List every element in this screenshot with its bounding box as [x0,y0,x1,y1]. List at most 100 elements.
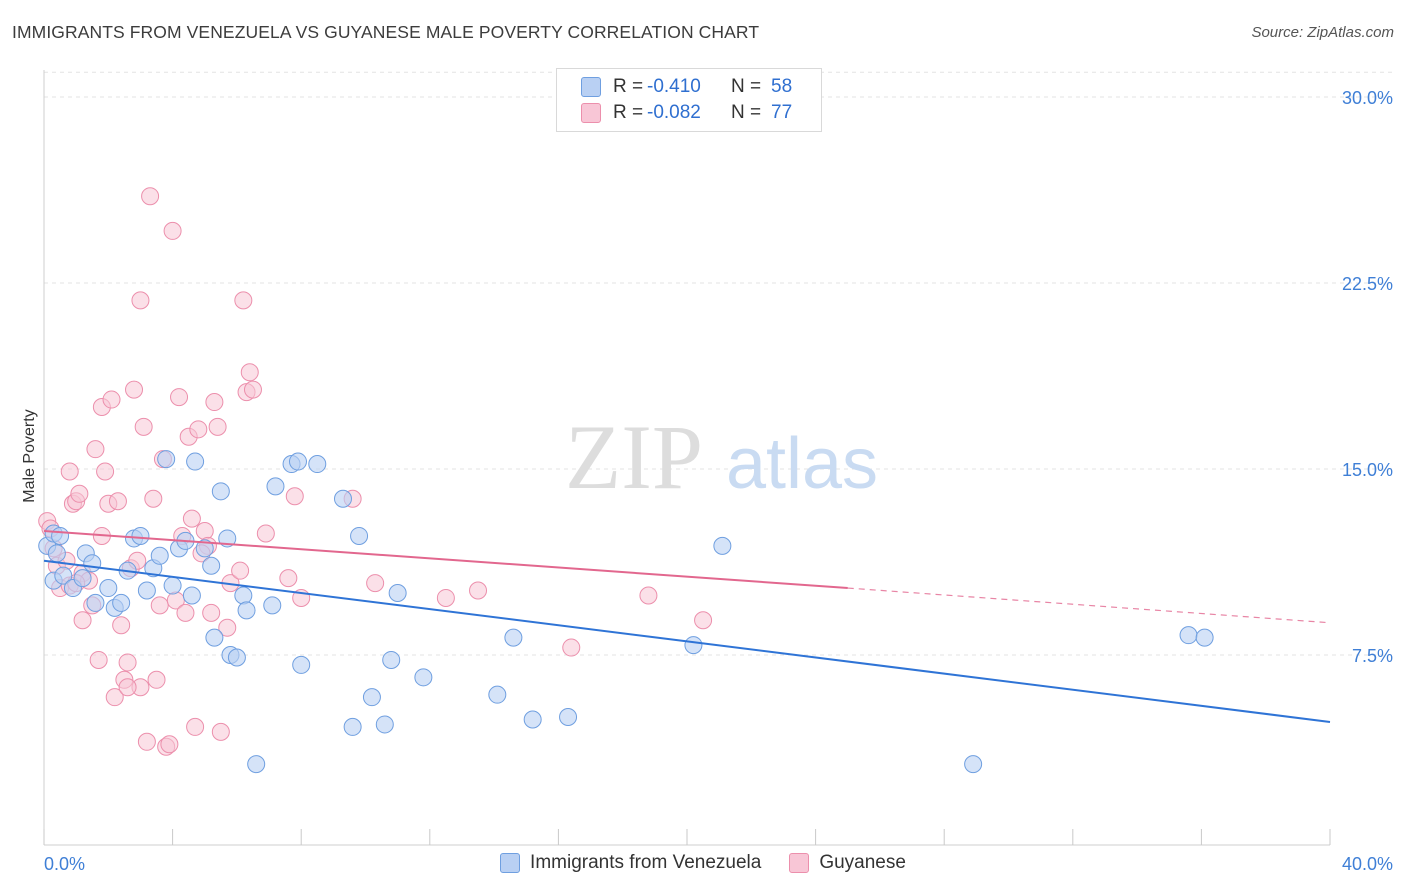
data-point-venezuela [163,576,182,595]
data-point-guyanese [150,596,169,615]
data-point-guyanese [218,618,237,637]
stats-swatch-blue [581,77,601,97]
data-point-guyanese [208,417,227,436]
y-tick-label: 22.5% [1342,274,1393,294]
data-point-venezuela [504,628,523,647]
data-point-venezuela [112,593,131,612]
data-point-guyanese [436,588,455,607]
data-point-venezuela [86,593,105,612]
data-point-guyanese [639,586,658,605]
data-point-guyanese [694,611,713,630]
data-point-guyanese [231,561,250,580]
data-point-guyanese [256,524,275,543]
data-point-guyanese [137,732,156,751]
data-point-guyanese [163,221,182,240]
legend-label-guyanese: Guyanese [819,852,906,873]
data-point-guyanese [186,717,205,736]
data-point-venezuela [684,636,703,655]
data-point-venezuela [54,566,73,585]
legend-item-venezuela[interactable]: Immigrants from Venezuela [500,852,761,874]
data-point-guyanese [144,489,163,508]
data-point-guyanese [211,722,230,741]
data-point-venezuela [202,556,221,575]
stats-n-value: 77 [771,102,793,123]
data-point-guyanese [234,291,253,310]
data-point-venezuela [182,586,201,605]
data-point-venezuela [205,628,224,647]
data-point-venezuela [186,452,205,471]
data-point-guyanese [70,484,89,503]
data-point-venezuela [713,536,732,555]
data-point-guyanese [118,678,137,697]
y-tick-label: 7.5% [1352,646,1393,666]
data-point-guyanese [205,393,224,412]
data-point-venezuela [47,544,66,563]
data-point-venezuela [308,455,327,474]
data-point-venezuela [99,579,118,598]
data-point-venezuela [237,601,256,620]
data-point-guyanese [279,569,298,588]
data-point-guyanese [89,650,108,669]
stats-r-label: R = [613,102,644,123]
data-point-guyanese [240,363,259,382]
data-point-guyanese [105,688,124,707]
data-point-venezuela [131,526,150,545]
data-point-venezuela [227,648,246,667]
data-point-guyanese [366,574,385,593]
trend-line-venezuela [43,559,1331,723]
data-point-venezuela [288,452,307,471]
data-point-guyanese [60,462,79,481]
data-point-guyanese [176,603,195,622]
x-tick-label: 0.0% [44,854,85,874]
data-point-guyanese [182,509,201,528]
data-point-guyanese [189,420,208,439]
source-credit: Source: ZipAtlas.com [1251,24,1394,41]
data-point-guyanese [141,187,160,206]
data-point-guyanese [86,440,105,459]
data-point-venezuela [263,596,282,615]
data-point-venezuela [333,489,352,508]
data-point-guyanese [118,653,137,672]
data-point-venezuela [523,710,542,729]
data-point-venezuela [388,584,407,602]
legend-label-venezuela: Immigrants from Venezuela [530,852,762,873]
data-point-venezuela [1195,628,1214,647]
x-tick-label: 40.0% [1342,854,1393,874]
legend-swatch-pink [789,853,810,873]
data-point-venezuela [292,655,311,674]
data-point-guyanese [134,417,153,436]
stats-row-guyanese: R = -0.082 N = 77 [581,101,792,125]
trend-line-guyanese-extrapolated [847,587,1331,624]
data-point-guyanese [243,380,262,399]
stats-n-value: 58 [771,76,793,97]
data-point-guyanese [562,638,581,657]
axes [43,70,1331,846]
data-point-venezuela [1179,626,1198,645]
trend-line-guyanese [43,530,848,590]
data-point-venezuela [51,526,70,545]
data-point-guyanese [195,522,214,540]
y-axis-label: Male Poverty [21,409,38,502]
chart-title: IMMIGRANTS FROM VENEZUELA VS GUYANESE MA… [12,22,760,42]
stats-r-label: R = [613,76,644,97]
data-point-venezuela [382,650,401,669]
data-point-venezuela [559,708,578,726]
legend: Immigrants from Venezuela Guyanese [0,852,1406,874]
data-point-guyanese [131,291,150,310]
legend-item-guyanese[interactable]: Guyanese [789,852,906,874]
data-point-guyanese [147,670,166,689]
data-point-venezuela [375,715,394,734]
data-point-guyanese [160,735,179,754]
data-point-venezuela [157,450,176,469]
stats-swatch-pink [581,103,601,123]
data-point-guyanese [170,388,189,407]
stats-r-value: -0.410 [647,76,701,97]
data-point-venezuela [83,554,102,573]
watermark: ZIP atlas [565,406,878,508]
stats-box: R = -0.410 N = 58 R = -0.082 N = 77 [556,68,822,132]
data-point-venezuela [195,539,214,558]
stats-row-venezuela: R = -0.410 N = 58 [581,75,792,99]
data-point-venezuela [150,546,169,565]
data-point-venezuela [137,581,156,600]
